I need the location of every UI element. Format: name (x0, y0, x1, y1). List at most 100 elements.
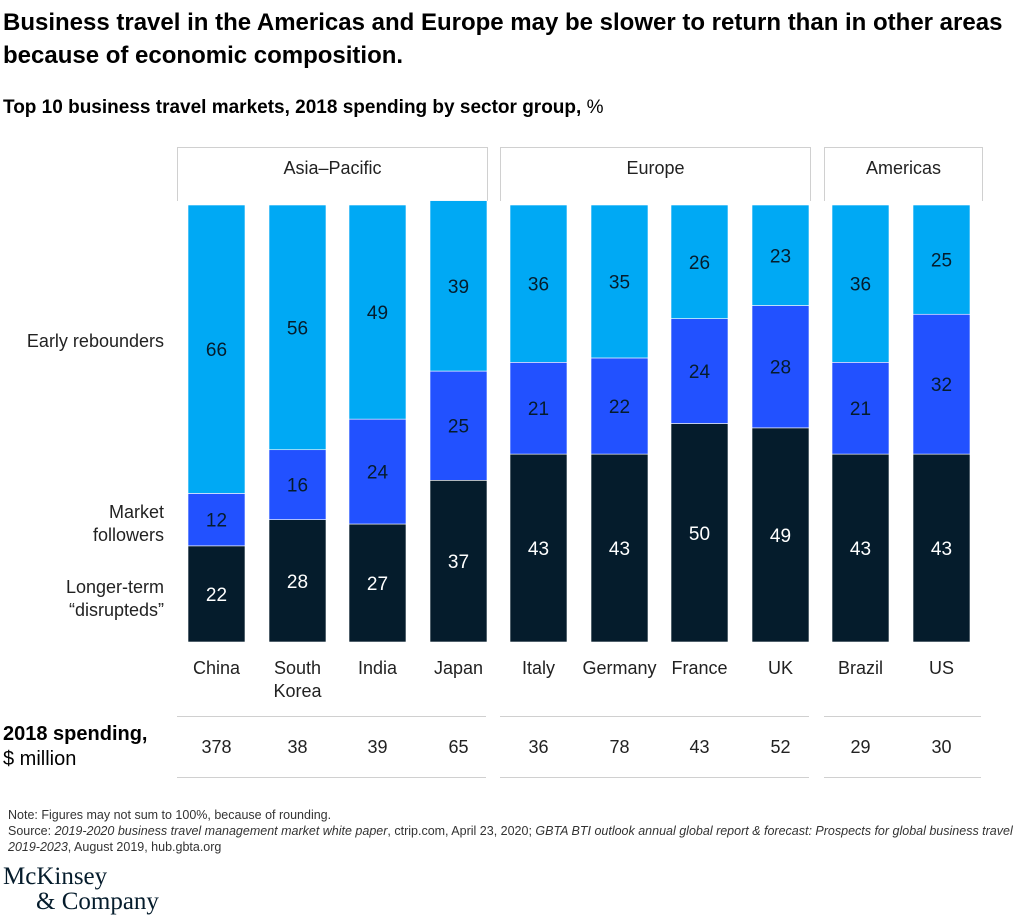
legend-market-followers: Market followers (92, 502, 164, 545)
x-label: South Korea (273, 658, 322, 701)
data-label: 36 (850, 275, 871, 296)
legend-longer-term-disrupteds: Longer-term “disrupteds” (65, 577, 164, 620)
footnotes: Note: Figures may not sum to 100%, becau… (8, 807, 1018, 855)
x-label: China (192, 658, 241, 678)
divider (177, 777, 486, 778)
data-label: 32 (931, 375, 952, 396)
logo-line-1: McKinsey (3, 863, 108, 890)
source-title-1: 2019-2020 business travel management mar… (54, 824, 388, 838)
spending-label: 2018 spending, (3, 723, 148, 745)
data-label: 22 (609, 397, 630, 418)
bar-segment-us (912, 453, 971, 643)
spending-value: 43 (689, 737, 710, 757)
bar-segment-italy (509, 362, 568, 455)
spending-header: 2018 spending, $ million (3, 722, 148, 772)
data-label: 56 (287, 318, 308, 339)
source-prefix: Source: (8, 824, 55, 838)
data-label: 35 (609, 272, 630, 293)
bar-segment-brazil (831, 204, 890, 363)
bar-segment-uk (751, 427, 810, 643)
bar-segment-italy (509, 453, 568, 643)
spending-value: 38 (287, 737, 308, 757)
x-label: France (671, 658, 728, 678)
divider (500, 777, 809, 778)
data-label: 37 (448, 552, 469, 573)
bar-segment-brazil (831, 453, 890, 643)
data-label: 24 (367, 463, 389, 484)
spending-value: 378 (201, 737, 232, 757)
spending-value: 29 (850, 737, 871, 757)
bar-segment-china (187, 493, 246, 547)
group-header-americas: Americas (824, 147, 983, 201)
bar-segment-south-korea (268, 204, 327, 451)
logo-line-2: & Company (36, 888, 159, 915)
source-detail-1: , ctrip.com, April 23, 2020; (387, 824, 536, 838)
legend-early-rebounders: Early rebounders (26, 331, 164, 351)
bar-segment-germany (590, 357, 649, 455)
data-label: 23 (770, 246, 791, 267)
spending-value: 30 (931, 737, 952, 757)
bar-segment-china (187, 545, 246, 643)
divider (500, 716, 809, 717)
data-label: 24 (689, 362, 711, 383)
bar-segment-us (912, 313, 971, 455)
data-label: 43 (609, 539, 630, 560)
x-label: India (357, 658, 398, 678)
bar-segment-south-korea (268, 519, 327, 643)
divider (824, 716, 981, 717)
mckinsey-logo: McKinsey & Company (3, 864, 159, 914)
source: Source: 2019-2020 business travel manage… (8, 823, 1018, 855)
bar-segment-france (670, 204, 729, 319)
data-label: 26 (689, 253, 710, 274)
bar-segment-germany (590, 453, 649, 643)
bar-segment-france (670, 318, 729, 424)
group-header-europe: Europe (500, 147, 811, 201)
bar-segment-france (670, 423, 729, 643)
bar-segment-india (348, 418, 407, 525)
data-label: 21 (850, 399, 871, 420)
spending-value: 65 (448, 737, 469, 757)
divider (824, 777, 981, 778)
x-label: US (928, 658, 954, 678)
data-label: 43 (528, 539, 549, 560)
bar-segment-uk (751, 204, 810, 306)
data-label: 16 (287, 476, 308, 497)
bar-segment-japan (429, 370, 488, 481)
bar-segment-us (912, 204, 971, 315)
data-label: 49 (367, 303, 388, 324)
data-label: 27 (367, 574, 388, 595)
x-label: Brazil (837, 658, 883, 678)
data-label: 12 (206, 511, 227, 532)
data-label: 21 (528, 399, 549, 420)
subtitle-unit: % (586, 97, 604, 118)
chart-subtitle: Top 10 business travel markets, 2018 spe… (3, 97, 603, 119)
data-label: 25 (931, 251, 952, 272)
bar-segment-italy (509, 204, 568, 363)
bar-segment-china (187, 204, 246, 494)
spending-value: 36 (528, 737, 549, 757)
bar-segment-uk (751, 305, 810, 429)
divider (177, 716, 486, 717)
spending-value: 39 (367, 737, 388, 757)
bar-segment-india (348, 204, 407, 420)
x-label: Japan (433, 658, 484, 678)
data-label: 43 (931, 539, 952, 560)
data-label: 36 (528, 275, 549, 296)
data-label: 66 (206, 340, 227, 361)
source-title-2: GBTA BTI outlook annual global report & … (8, 824, 1013, 854)
data-label: 22 (206, 585, 227, 606)
note: Note: Figures may not sum to 100%, becau… (8, 808, 332, 822)
data-label: 28 (770, 358, 791, 379)
bar-segment-japan (429, 200, 488, 372)
x-label: UK (767, 658, 793, 678)
data-label: 43 (850, 539, 871, 560)
spending-unit: $ million (3, 748, 77, 770)
spending-value: 78 (609, 737, 630, 757)
data-label: 25 (448, 417, 469, 438)
bar-segment-india (348, 523, 407, 643)
bar-segment-germany (590, 204, 649, 359)
data-label: 50 (689, 524, 710, 545)
spending-value: 52 (770, 737, 791, 757)
x-label: Germany (582, 658, 657, 678)
